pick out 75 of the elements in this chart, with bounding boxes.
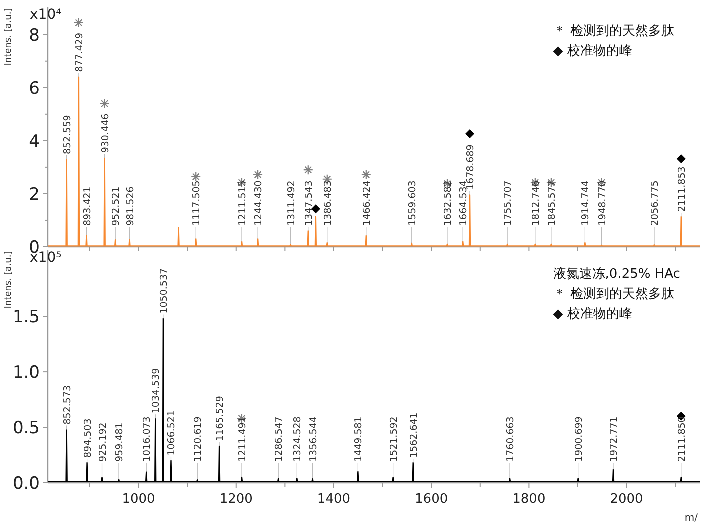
text: 0.0 xyxy=(12,474,40,494)
annotation: 877.429 xyxy=(74,32,86,72)
point xyxy=(303,165,314,176)
annotation: 1286.547 xyxy=(274,416,286,462)
annotation: 1948.770 xyxy=(597,180,608,226)
annotation: 1466.424 xyxy=(362,180,373,226)
annotation: 1356.544 xyxy=(308,416,320,462)
annotation: 1066.521 xyxy=(166,410,178,456)
y-tick-label: 2 xyxy=(29,184,40,205)
y-tick-label: 1.5 xyxy=(12,308,40,328)
annotation: 1050.537 xyxy=(158,268,170,314)
point xyxy=(74,18,84,28)
annotation: 852.559 xyxy=(62,115,74,154)
x-tick-label: 1800 xyxy=(512,492,546,507)
annotation: 液氮速冻,0.25% HAc xyxy=(553,267,680,282)
x-tick-label: 1600 xyxy=(415,492,448,507)
annotation: 1812.746 xyxy=(530,180,542,226)
annotation: 1900.699 xyxy=(574,416,585,462)
annotation: 1914.744 xyxy=(580,180,592,226)
annotation: 930.446 xyxy=(100,114,112,154)
annotation: 1311.492 xyxy=(286,180,298,226)
point xyxy=(100,98,110,109)
annotation: 1559.603 xyxy=(407,180,418,226)
annotation: 2056.775 xyxy=(650,180,662,226)
annotation: 952.521 xyxy=(111,186,122,226)
annotation: 1845.577 xyxy=(546,180,558,226)
annotation: 1244.430 xyxy=(254,180,265,226)
annotation: 1034.539 xyxy=(151,368,162,414)
annotation: 1120.619 xyxy=(193,416,204,462)
annotation: 2111.850 xyxy=(676,416,688,462)
annotation: 2111.853 xyxy=(676,166,688,212)
x-axis-title: m/ xyxy=(684,513,699,524)
annotation: ◆ 校准物的峰 xyxy=(553,44,632,59)
y-axis-title: Intens. [a.u.] xyxy=(4,8,14,66)
annotation: 1211.491 xyxy=(237,416,248,462)
y-tick-label: 6 xyxy=(29,78,40,99)
annotation: x10⁵ xyxy=(30,250,62,266)
annotation: 1211.515 xyxy=(237,180,248,226)
point xyxy=(361,170,372,180)
annotation: 1324.528 xyxy=(292,416,304,462)
y-tick-label: 0.5 xyxy=(12,418,40,439)
annotation: 1755.707 xyxy=(503,180,514,226)
x-tick-label: 1400 xyxy=(317,492,351,507)
annotation: 925.192 xyxy=(98,422,109,462)
annotation: 1632.582 xyxy=(442,180,454,226)
annotation: 1972.771 xyxy=(609,416,620,462)
annotation: 1347.543 xyxy=(304,180,315,226)
y-axis-title: Intens. [a.u.] xyxy=(4,251,14,309)
annotation: ＊ 检测到的天然多肽 xyxy=(553,24,674,39)
annotation: 1016.073 xyxy=(142,416,154,462)
annotation: 894.503 xyxy=(82,418,94,458)
annotation: ＊ 检测到的天然多肽 xyxy=(553,287,674,302)
annotation: 1521.592 xyxy=(388,416,400,462)
annotation: 1386.483 xyxy=(322,180,334,226)
annotation: 1562.641 xyxy=(408,412,420,458)
x-tick-label: 1200 xyxy=(220,492,253,507)
y-tick-label: 8 xyxy=(29,26,40,46)
x-tick-label: 2000 xyxy=(610,492,644,507)
annotation: 1117.505 xyxy=(192,180,203,226)
point xyxy=(676,154,686,164)
point xyxy=(253,170,264,180)
annotation: 1449.581 xyxy=(354,416,365,462)
point xyxy=(191,172,202,182)
annotation: 959.481 xyxy=(114,422,126,462)
annotation: 1165.529 xyxy=(215,396,226,442)
annotation: ◆ 校准物的峰 xyxy=(553,307,632,322)
annotation: 852.573 xyxy=(62,385,74,425)
annotation: x10⁴ xyxy=(30,7,62,23)
annotation: 1760.663 xyxy=(505,416,516,462)
x-tick-label: 1000 xyxy=(122,492,156,507)
annotation: 981.526 xyxy=(125,186,136,226)
annotation: 893.421 xyxy=(82,186,94,226)
y-tick-label: 1.0 xyxy=(12,363,40,384)
point xyxy=(465,130,474,139)
y-tick-label: 4 xyxy=(29,132,40,152)
